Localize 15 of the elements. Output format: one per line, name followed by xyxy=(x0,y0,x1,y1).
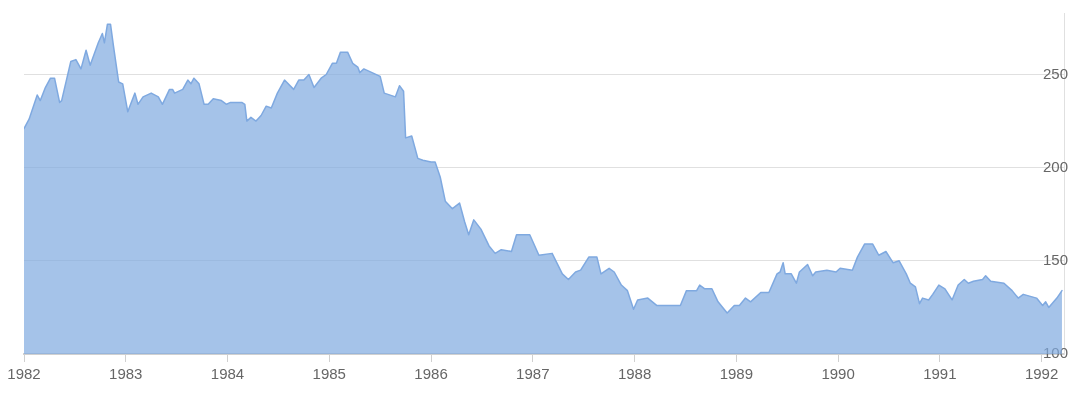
x-tick-label: 1990 xyxy=(821,365,855,383)
y-tick-label: 250 xyxy=(1042,64,1068,82)
x-tick-label: 1989 xyxy=(719,365,754,383)
x-tick-label: 1992 xyxy=(1024,365,1059,383)
x-tick-label: 1988 xyxy=(617,365,652,383)
y-tick-label: 150 xyxy=(1042,250,1068,268)
x-tick-label: 1982 xyxy=(7,365,41,383)
x-tick-label: 1991 xyxy=(923,365,957,383)
x-tick-label: 1983 xyxy=(109,365,143,383)
x-tick-label: 1985 xyxy=(312,365,346,383)
x-tick-label: 1984 xyxy=(210,365,245,383)
y-tick-label: 100 xyxy=(1042,344,1068,362)
x-tick-label: 1986 xyxy=(414,365,448,383)
x-tick-label: 1987 xyxy=(516,365,550,383)
y-tick-label: 200 xyxy=(1042,157,1068,175)
